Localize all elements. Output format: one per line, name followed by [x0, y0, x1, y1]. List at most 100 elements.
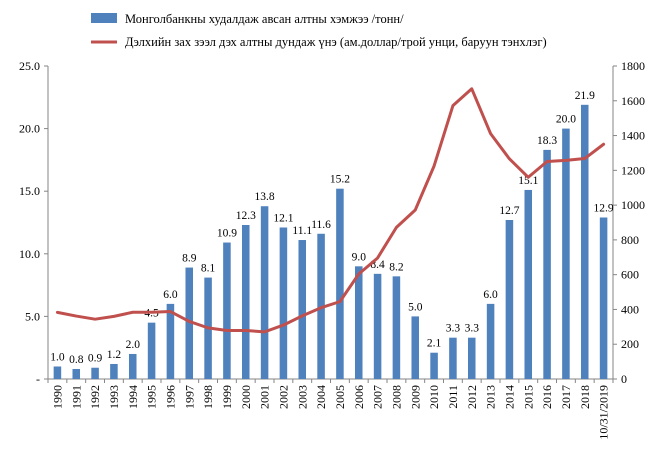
bar: [354, 266, 363, 379]
legend-bar-swatch: [91, 13, 117, 23]
x-tick-label: 1999: [220, 385, 234, 409]
bar-data-label: 3.3: [446, 323, 461, 335]
x-tick-label: 1992: [88, 385, 102, 409]
bars: [53, 104, 608, 379]
right-tick-label: 0: [621, 372, 627, 386]
left-tick-label: 10.0: [19, 247, 40, 261]
bar-data-label: 20.0: [556, 114, 576, 126]
legend-line-label: Дэлхийн зах зээл дэх алтны дундаж үнэ (а…: [125, 35, 547, 49]
left-tick-label: 5.0: [25, 309, 40, 323]
bar-data-label: 8.9: [182, 253, 197, 265]
bar: [223, 242, 231, 379]
left-tick-label: 20.0: [19, 122, 40, 136]
x-tick-label: 2017: [559, 385, 573, 409]
right-tick-label: 1600: [621, 94, 645, 108]
x-tick-label: 2002: [276, 385, 290, 409]
bar-data-label: 6.0: [163, 289, 178, 301]
bar-data-label: 0.8: [69, 354, 84, 366]
bar-data-label: 15.2: [330, 174, 350, 186]
x-tick-label: 2009: [408, 385, 422, 409]
x-tick-label: 1997: [182, 385, 196, 409]
legend: Монголбанкны худалдаж авсан алтны хэмжээ…: [91, 12, 547, 49]
x-tick-label: 2010: [427, 385, 441, 409]
x-tick-label: 2008: [389, 385, 403, 409]
x-tick-label: 2018: [578, 385, 592, 409]
bar: [298, 240, 307, 379]
bar-data-label: 11.6: [311, 219, 331, 231]
x-tick-label: 1990: [50, 385, 64, 409]
right-tick-label: 800: [621, 233, 639, 247]
right-tick-label: 1400: [621, 129, 645, 143]
bar: [392, 276, 401, 379]
x-tick-label: 2001: [258, 385, 272, 409]
bar-data-label: 5.0: [408, 301, 423, 313]
x-tick-label: 2000: [239, 385, 253, 409]
left-tick-label: 15.0: [19, 184, 40, 198]
bar-data-label: 13.8: [255, 191, 275, 203]
bar-data-label: 9.0: [352, 251, 367, 263]
bar: [543, 149, 551, 379]
x-tick-label: 2004: [314, 385, 328, 409]
x-tick-label: 1998: [201, 385, 215, 409]
bar: [110, 363, 118, 379]
bar-data-label: 12.3: [236, 210, 256, 222]
bar: [599, 217, 608, 379]
right-tick-label: 1200: [621, 163, 645, 177]
bar-data-label: 12.1: [273, 213, 293, 225]
bar: [411, 316, 420, 379]
bar-data-label: 1.2: [107, 349, 122, 361]
bar: [147, 322, 156, 379]
x-tick-label: 2016: [540, 385, 554, 409]
x-tick-label: 2005: [333, 385, 347, 409]
x-tick-label: 1994: [126, 385, 140, 409]
bar-data-label: 1.0: [50, 351, 65, 363]
right-tick-label: 1000: [621, 198, 645, 212]
bar: [279, 227, 288, 379]
bar: [166, 303, 175, 379]
ticks: - 5.0 10.0 15.0 20.0 25.0 0 200 400 600 800 1000 120…: [19, 59, 645, 440]
bar: [562, 128, 570, 379]
bar: [430, 352, 438, 379]
bar-labels: 1.0 0.8 0.9 1.22.04.56.08.98.110.912.313.81…: [50, 90, 614, 366]
bar-data-label: 18.3: [537, 135, 557, 147]
bar: [91, 367, 99, 379]
x-tick-label: 2013: [484, 385, 498, 409]
x-tick-label: 10/31/2019: [597, 385, 611, 440]
x-tick-label: 2011: [446, 385, 460, 409]
bar: [580, 104, 589, 379]
bar-data-label: 10.9: [217, 228, 237, 240]
bar: [260, 206, 269, 379]
bar: [373, 273, 382, 379]
bar-data-label: 3.3: [465, 323, 480, 335]
right-tick-label: 400: [621, 302, 639, 316]
x-tick-label: 2012: [465, 385, 479, 409]
right-tick-label: 1800: [621, 59, 645, 73]
bar: [449, 337, 457, 379]
bar-data-label: 8.1: [201, 263, 216, 275]
x-tick-label: 2003: [295, 385, 309, 409]
bar: [72, 368, 81, 379]
bar: [467, 337, 476, 379]
bar: [128, 353, 137, 379]
bar-data-label: 21.9: [575, 90, 595, 102]
price-line: [55, 87, 606, 334]
x-tick-label: 2007: [371, 385, 385, 409]
bar: [524, 189, 533, 379]
bar: [53, 366, 62, 379]
x-tick-label: 2006: [352, 385, 366, 409]
bar: [505, 219, 514, 379]
bar-data-label: 0.9: [88, 353, 103, 365]
bar: [241, 225, 250, 379]
bar: [185, 267, 194, 379]
legend-bar-label: Монголбанкны худалдаж авсан алтны хэмжээ…: [125, 12, 404, 26]
bar-data-label: 11.1: [292, 225, 312, 237]
x-tick-label: 1996: [163, 385, 177, 409]
bar-data-label: 6.0: [483, 289, 498, 301]
right-tick-label: 200: [621, 337, 639, 351]
right-tick-label: 600: [621, 268, 639, 282]
bar-data-label: 12.9: [594, 202, 614, 214]
bar-data-label: 8.2: [389, 261, 404, 273]
x-tick-label: 2015: [521, 385, 535, 409]
left-tick-label: 25.0: [19, 59, 40, 73]
